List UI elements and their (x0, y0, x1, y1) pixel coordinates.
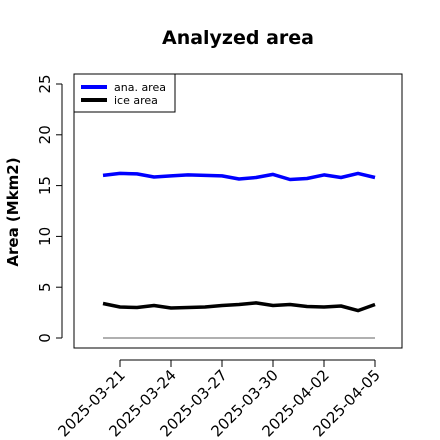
y-axis-label: Area (Mkm2) (4, 157, 22, 266)
series-line-ice-area (102, 301, 376, 313)
series-layer (102, 171, 376, 339)
plot-frame (73, 73, 403, 349)
legend-label-ice-area: ice area (114, 94, 158, 107)
y-tick-label: 5 (36, 282, 54, 292)
axes-layer: 05101520252025-03-212025-03-242025-03-27… (36, 74, 384, 440)
legend: ana. area ice area (73, 73, 176, 113)
legend-box (73, 73, 176, 113)
y-tick-label: 20 (36, 125, 54, 144)
series-line-ana-area (102, 171, 376, 182)
y-tick-label: 25 (36, 74, 54, 93)
y-tick-label: 0 (36, 333, 54, 343)
legend-label-ana-area: ana. area (114, 81, 166, 94)
y-tick-label: 10 (36, 227, 54, 246)
y-tick-label: 15 (36, 176, 54, 195)
chart-title: Analyzed area (162, 27, 314, 49)
